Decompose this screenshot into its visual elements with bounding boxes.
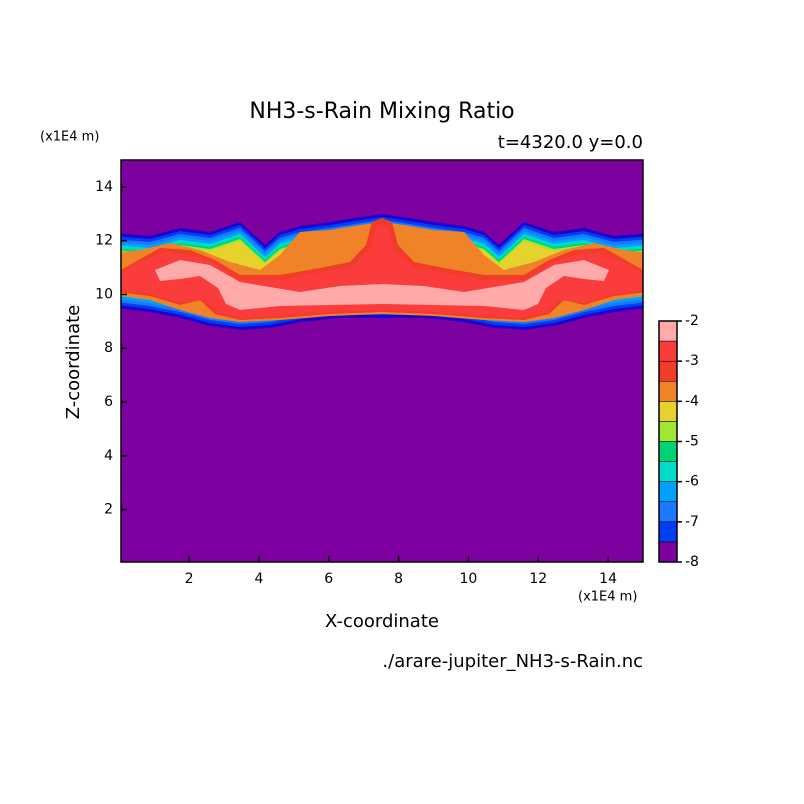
colorbar-tick-label: -4 xyxy=(685,393,699,409)
field xyxy=(121,160,643,562)
y-tick-label: 12 xyxy=(95,233,113,249)
x-tick-label: 12 xyxy=(529,571,547,587)
colorbar-band xyxy=(658,320,678,342)
x-tick-label: 4 xyxy=(254,571,263,587)
colorbar-tick-label: -6 xyxy=(685,474,699,490)
x-tick-label: 14 xyxy=(599,571,617,587)
plot-frame xyxy=(120,159,644,563)
colorbar-tick-label: -8 xyxy=(685,554,699,570)
y-tick-label: 10 xyxy=(95,286,113,302)
x-unit: (x1E4 m) xyxy=(578,590,637,605)
chart-subtitle: t=4320.0 y=0.0 xyxy=(498,132,643,153)
overlay: 2 4 6 8 10 12 14 2 4 6 8 10 12 14 -8 -7 -6 -5 -4 -3 -2 xyxy=(95,159,699,587)
colorbar-band xyxy=(658,481,678,502)
colorbar-tick-label: -2 xyxy=(685,313,699,329)
y-tick-label: 14 xyxy=(95,179,113,195)
colorbar-tick-label: -7 xyxy=(685,514,699,530)
colorbar-band xyxy=(658,521,678,543)
colorbar-band xyxy=(658,501,678,523)
x-tick-label: 6 xyxy=(324,571,333,587)
colorbar-band xyxy=(658,441,678,462)
chart-title: NH3-s-Rain Mixing Ratio xyxy=(249,99,514,124)
x-tick-label: 8 xyxy=(394,571,403,587)
y-tick-label: 6 xyxy=(104,394,113,410)
y-tick-label: 4 xyxy=(104,448,113,464)
y-tick-label: 2 xyxy=(104,502,113,518)
source-label: ./arare-jupiter_NH3-s-Rain.nc xyxy=(382,651,643,672)
colorbar-band xyxy=(658,381,678,402)
y-unit: (x1E4 m) xyxy=(40,130,99,145)
colorbar-band xyxy=(658,340,678,362)
colorbar-band xyxy=(658,461,678,482)
colorbar-tick-label: -3 xyxy=(685,353,699,369)
y-axis-label: Z-coordinate xyxy=(63,305,84,420)
y-tick-label: 8 xyxy=(104,340,113,356)
colorbar-tick-label: -5 xyxy=(685,434,699,450)
colorbar-band xyxy=(658,421,678,442)
x-tick-label: 2 xyxy=(185,571,194,587)
colorbar-band xyxy=(658,360,678,382)
colorbar-band xyxy=(658,541,678,563)
x-axis-label: X-coordinate xyxy=(325,611,439,632)
contour-band xyxy=(155,260,609,310)
x-tick-label: 10 xyxy=(460,571,478,587)
colorbar-band xyxy=(658,401,678,422)
